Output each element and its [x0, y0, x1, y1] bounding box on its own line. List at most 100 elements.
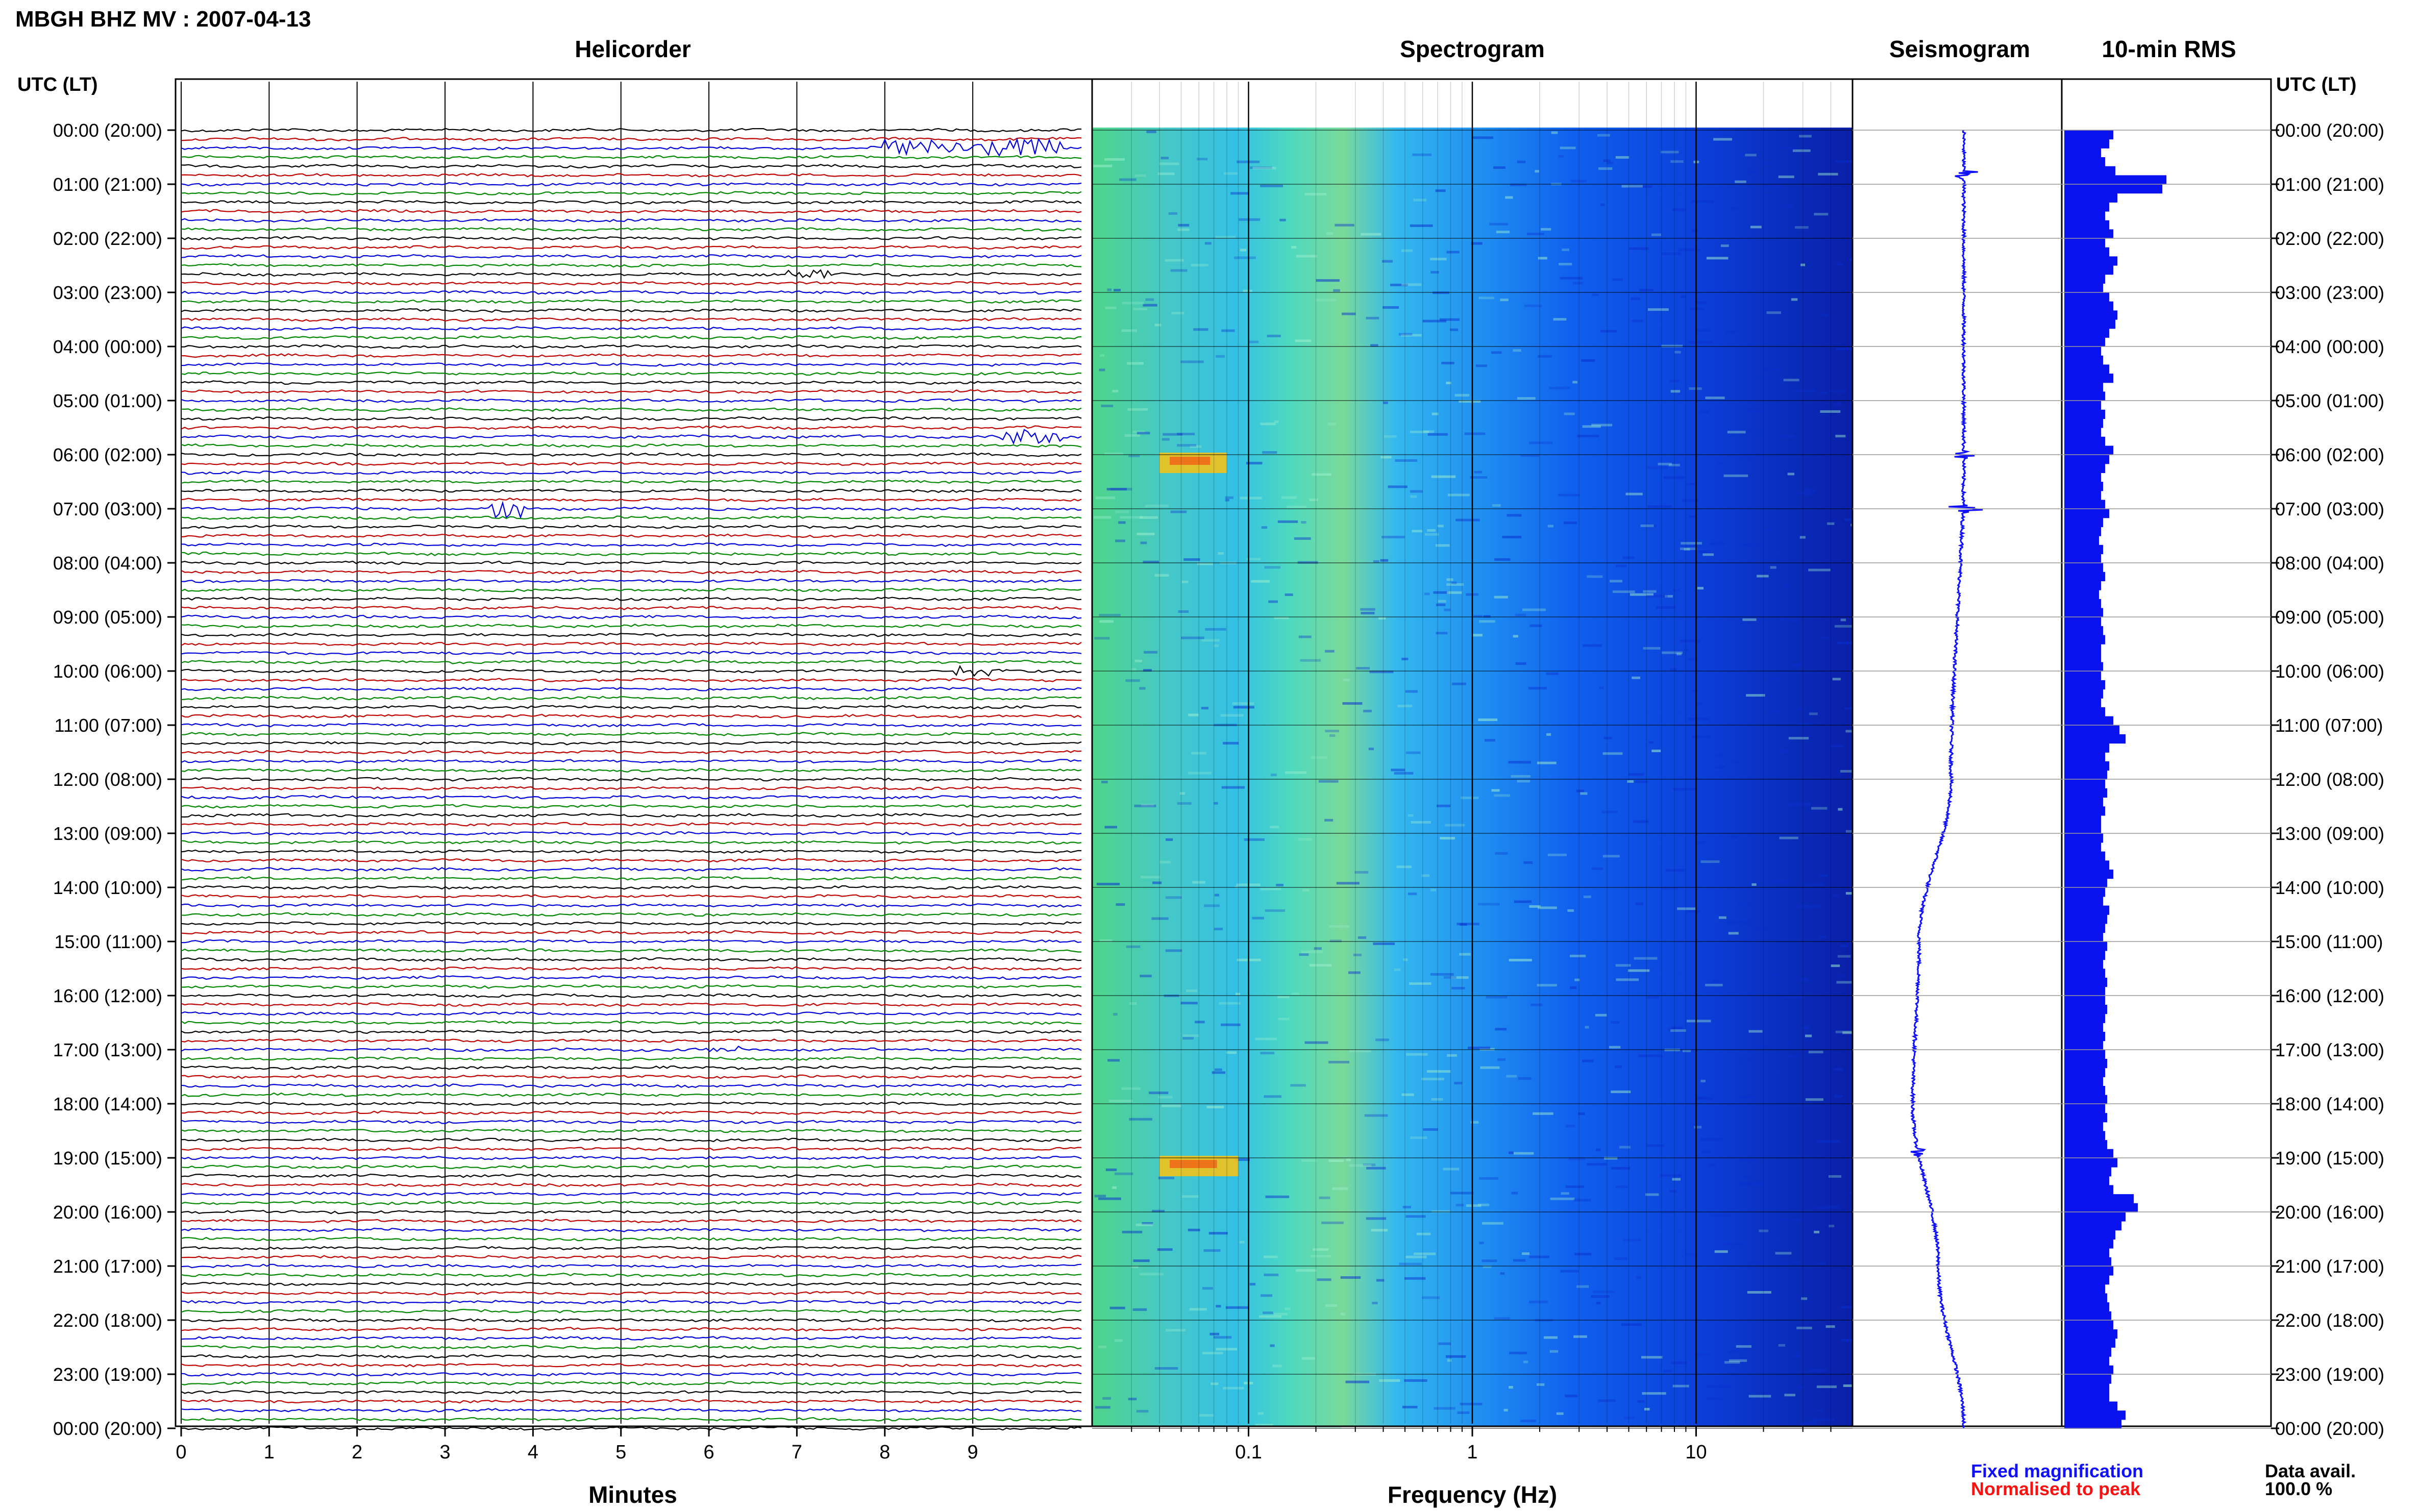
spectrogram-hot-core [1170, 457, 1211, 465]
spectrogram-texture [1690, 307, 1705, 310]
spectrogram-texture [1769, 677, 1781, 680]
spectrogram-texture [1551, 183, 1562, 186]
spectrogram-texture [1181, 1195, 1199, 1198]
helicorder-trace [181, 524, 1082, 529]
spectrogram-texture [1246, 462, 1263, 465]
spectrogram-texture [1168, 212, 1178, 215]
spectrogram-texture [1592, 293, 1599, 296]
spectrogram-texture [1290, 1084, 1306, 1087]
spectrogram-texture [1437, 525, 1444, 528]
spectrogram-texture [1255, 1037, 1277, 1040]
spectrogram-texture [1479, 1242, 1484, 1245]
spectrogram-texture [1665, 595, 1673, 598]
spectrogram-texture [1190, 445, 1202, 448]
rms-bar [2064, 1068, 2105, 1077]
rms-bar [2064, 184, 2162, 194]
spectrogram-texture [1285, 593, 1293, 596]
spectrogram-texture [1368, 748, 1374, 751]
spectrogram-texture [1430, 973, 1454, 976]
spectrogram-texture [1834, 1095, 1843, 1098]
helicorder-trace [181, 290, 1082, 295]
spectrogram-texture [1537, 1383, 1545, 1386]
rms-bar [2064, 662, 2103, 672]
spectrogram-texture [1329, 939, 1342, 943]
spectrogram-texture [1461, 797, 1479, 799]
spectrogram-texture [1615, 964, 1631, 967]
rms-bar [2064, 436, 2105, 446]
helicorder-trace [181, 263, 1082, 268]
rms-bar [2064, 202, 2109, 212]
spectrogram-texture [1783, 379, 1799, 382]
spectrogram-texture [1354, 871, 1369, 874]
spectrogram-texture [1775, 1072, 1784, 1075]
spectrogram-texture [1550, 1197, 1575, 1200]
rms-bar [2064, 680, 2105, 690]
spectrogram-texture [1145, 504, 1169, 507]
helicorder-trace [181, 597, 1082, 601]
spectrogram-texture [1423, 430, 1435, 433]
spectrogram-texture [1302, 1357, 1316, 1360]
spectrogram-texture [1395, 459, 1417, 462]
x-tick-label: 5 [615, 1442, 626, 1463]
helicorder-trace [181, 624, 1082, 629]
spectrogram-texture [1426, 1070, 1451, 1073]
helicorder-trace [181, 497, 1082, 502]
spectrogram-texture [1816, 1140, 1840, 1143]
spectrogram-texture [1439, 318, 1460, 321]
helicorder-trace [181, 957, 1082, 962]
helicorder-trace [181, 182, 1082, 187]
spectrogram-texture [1152, 1209, 1165, 1212]
spectrogram-texture [1695, 702, 1702, 705]
spectrogram-texture [1832, 894, 1840, 897]
rms-bar [2064, 590, 2099, 600]
spectrogram-texture [1137, 532, 1155, 535]
spectrogram-texture [1494, 1317, 1511, 1320]
spectrogram-texture [1165, 259, 1184, 262]
spectrogram-texture [1277, 996, 1290, 999]
spectrogram-texture [1127, 362, 1144, 365]
spectrogram-texture [1136, 1410, 1149, 1413]
spectrogram-texture [1410, 430, 1429, 433]
helicorder-trace [181, 389, 1082, 394]
rms-bar [2064, 887, 2105, 897]
spectrogram-texture [1274, 616, 1289, 619]
spectrogram-texture [1140, 541, 1147, 544]
rms-bar [2064, 878, 2107, 888]
spectrogram-texture [1630, 593, 1653, 596]
hour-label-left: 16:00 (12:00) [53, 985, 162, 1006]
spectrogram-texture [1612, 278, 1623, 281]
helicorder-trace [181, 1020, 1082, 1025]
rms-bar [2064, 1005, 2107, 1014]
spectrogram-texture [1438, 600, 1446, 603]
rms-bar [2064, 1374, 2111, 1384]
spectrogram-texture [1478, 718, 1498, 721]
spectrogram-texture [1502, 536, 1522, 538]
spectrogram-texture [1689, 387, 1702, 390]
spectrogram-texture [1688, 717, 1709, 721]
spectrogram-texture [1809, 1369, 1827, 1372]
spectrogram-texture [1592, 1291, 1615, 1294]
spectrogram-texture [1265, 909, 1286, 912]
rms-bar [2064, 1410, 2126, 1420]
spectrogram-texture [1218, 552, 1224, 555]
spectrogram-texture [1132, 430, 1145, 433]
spectrogram-texture [1239, 218, 1261, 221]
spectrogram-texture [1788, 803, 1811, 806]
spectrogram-texture [1427, 529, 1436, 532]
spectrogram-texture [1574, 978, 1580, 981]
spectrogram-texture [1345, 1380, 1370, 1383]
spectrogram-texture [1215, 236, 1236, 239]
spectrogram-texture [1151, 917, 1169, 920]
spectrogram-texture [1835, 160, 1860, 163]
spectrogram-texture [1742, 1345, 1748, 1348]
spectrogram-texture [1263, 1311, 1273, 1315]
spectrogram-texture [1372, 1302, 1378, 1304]
spectrogram-texture [1268, 600, 1278, 603]
spectrogram-texture [1115, 510, 1129, 513]
spectrogram-texture [1163, 433, 1183, 436]
spectrogram-texture [1214, 644, 1219, 647]
helicorder-trace [181, 461, 1082, 466]
helicorder-trace [181, 1074, 1082, 1079]
spectrogram-texture [1319, 1196, 1330, 1199]
spectrogram-texture [1239, 1241, 1245, 1244]
